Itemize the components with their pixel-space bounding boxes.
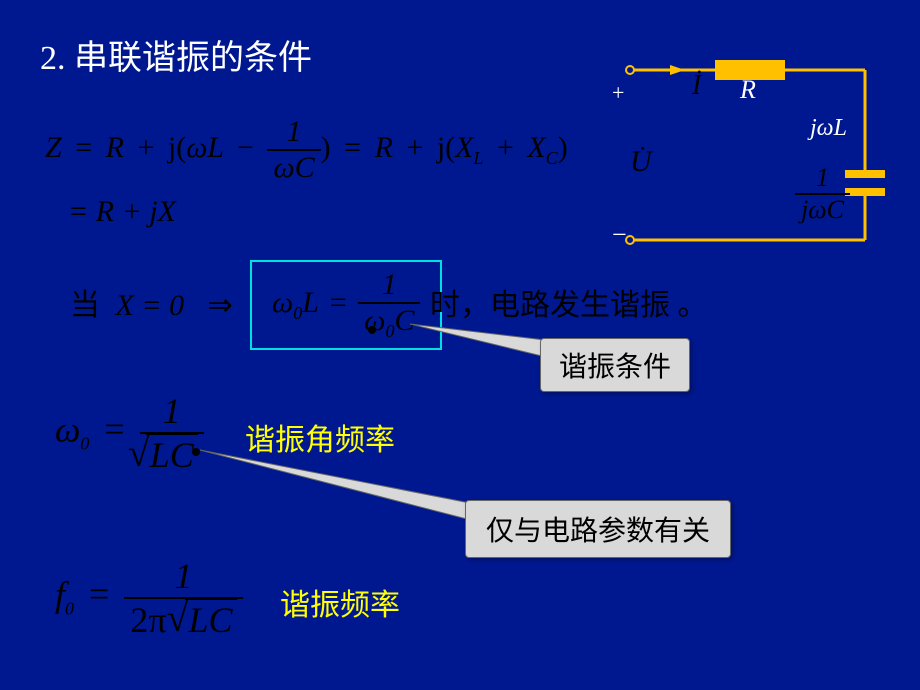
terminal-minus: − xyxy=(612,220,627,250)
omega0-sub: 0 xyxy=(80,433,89,453)
eq-xc-sub: C xyxy=(546,148,558,168)
f0-eq: = xyxy=(83,574,115,614)
eq-xc: X xyxy=(527,131,545,164)
pointer-dot-2 xyxy=(192,448,200,456)
cap-numerator: 1 xyxy=(795,163,850,195)
box-eq: = xyxy=(326,286,351,319)
terminal-plus: + xyxy=(612,80,624,106)
omega0-w: ω xyxy=(55,409,80,449)
when-char: 当 xyxy=(70,289,100,322)
section-title: 2. 串联谐振的条件 xyxy=(40,30,312,79)
eq-r2: R xyxy=(375,131,393,164)
box-omega: ω xyxy=(272,286,293,319)
eq-xl-sub: L xyxy=(473,148,483,168)
f0-f: f xyxy=(55,574,65,614)
eq-equals: = xyxy=(69,131,98,164)
box-sub0: 0 xyxy=(293,303,302,323)
impedance-simplified: = R + jX xyxy=(68,195,176,229)
capacitor-impedance-label: 1 jωC xyxy=(795,163,850,225)
parameters-only-callout: 仅与电路参数有关 xyxy=(465,500,731,558)
box-l: L xyxy=(302,286,318,319)
cap-denominator: jωC xyxy=(795,195,850,225)
eq1b-text: = R + jX xyxy=(68,195,176,228)
frequency-label: 谐振频率 xyxy=(280,580,400,624)
eq-j2: j( xyxy=(437,131,455,164)
eq-plus3: + xyxy=(491,131,520,164)
eq-minus: − xyxy=(231,131,260,164)
current-phasor-label: İ xyxy=(692,70,701,102)
eq-frac-den: ωC xyxy=(267,151,320,185)
eq-close: ) xyxy=(321,131,331,164)
voltage-phasor-label: U̇ xyxy=(630,145,652,179)
pointer-dot-1 xyxy=(368,326,376,334)
resonant-frequency-formula: f0 = 1 2π√LC xyxy=(55,555,243,641)
inductor-impedance-label: jωL xyxy=(810,115,847,142)
f0-sub: 0 xyxy=(65,598,74,618)
eq-close2: ) xyxy=(558,131,568,164)
impedance-equation: Z = R + j(ωL − 1 ωC ) = R + j(XL + XC) xyxy=(45,115,568,185)
resonant-angular-frequency-formula: ω0 = 1 √LC xyxy=(55,390,204,476)
rlc-circuit-diagram xyxy=(615,40,895,250)
f0-2pi: 2π xyxy=(130,600,166,640)
implies-arrow: ⇒ xyxy=(200,289,233,322)
eq-xl: X xyxy=(455,131,473,164)
x-equals-zero: X = 0 xyxy=(108,289,193,322)
box-num: 1 xyxy=(358,268,420,304)
resonance-condition-callout: 谐振条件 xyxy=(540,338,690,392)
eq-j-open: j( xyxy=(168,131,186,164)
eq-plus: + xyxy=(131,131,160,164)
resistor-label: R xyxy=(740,75,756,105)
eq-r: R xyxy=(106,131,124,164)
eq-frac-num: 1 xyxy=(267,115,320,151)
eq-omegal: ωL xyxy=(186,131,223,164)
omega0-num: 1 xyxy=(140,390,204,434)
eq-plus2: + xyxy=(400,131,429,164)
eq-z: Z xyxy=(45,131,62,164)
condition-line: 当 X = 0 ⇒ xyxy=(70,280,233,324)
eq-equals2: = xyxy=(338,131,367,164)
omega0-eq: = xyxy=(98,409,130,449)
f0-num: 1 xyxy=(124,555,242,599)
f0-den: LC xyxy=(185,598,237,640)
